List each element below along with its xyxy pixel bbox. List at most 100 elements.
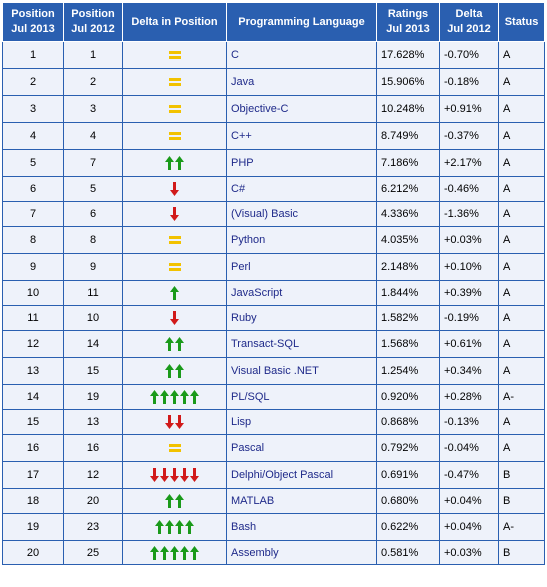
arrow-up-icon (165, 364, 174, 378)
cell-delta: +2.17% (439, 149, 499, 177)
cell-language-text[interactable]: Lisp (231, 416, 252, 428)
cell-status-text: A (503, 261, 511, 273)
arrow-down-icon (190, 468, 199, 482)
cell-position-2013: 16 (2, 434, 64, 462)
cell-position-2013-text: 12 (26, 338, 40, 350)
cell-position-2013-text: 17 (26, 469, 40, 481)
cell-position-2013-text: 20 (26, 546, 40, 559)
table-row: 1 1 C 17.628% -0.70% A (2, 41, 545, 69)
arrow-up-icon (175, 364, 184, 378)
cell-delta: -0.47% (439, 461, 499, 489)
cell-language: C (226, 41, 377, 69)
cell-delta-position (122, 122, 227, 150)
cell-position-2012: 13 (63, 409, 123, 435)
cell-rating-text: 6.212% (381, 183, 419, 195)
cell-language-text[interactable]: PL/SQL (231, 391, 270, 403)
header-row: Position Jul 2013 Position Jul 2012 Delt… (2, 2, 545, 42)
cell-position-2012-text: 7 (89, 157, 97, 169)
cell-language-text[interactable]: Java (231, 76, 255, 88)
arrow-down-icon (175, 415, 184, 429)
cell-rating: 10.248% (376, 95, 440, 123)
equal-icon (168, 444, 181, 453)
cell-delta: +0.03% (439, 540, 499, 565)
cell-position-2013-text: 16 (26, 442, 40, 454)
cell-rating: 0.920% (376, 384, 440, 410)
cell-delta-text: +0.04% (444, 521, 482, 533)
cell-language-text[interactable]: Objective-C (231, 103, 289, 115)
cell-language-text[interactable]: MATLAB (231, 495, 275, 507)
cell-rating: 1.568% (376, 330, 440, 358)
cell-position-2012-text: 1 (89, 49, 97, 61)
cell-delta: -0.18% (439, 68, 499, 96)
cell-language-text[interactable]: Bash (231, 521, 257, 533)
cell-position-2012-text: 12 (86, 469, 100, 481)
cell-language-text[interactable]: PHP (231, 157, 254, 169)
cell-delta-text: -0.47% (444, 469, 479, 481)
table-row: 2 2 Java 15.906% -0.18% A (2, 68, 545, 96)
cell-status: A (498, 330, 545, 358)
arrow-up-icon (165, 520, 174, 534)
cell-language-text[interactable]: (Visual) Basic (231, 208, 299, 220)
cell-status-text: B (503, 469, 511, 481)
table-row: 9 9 Perl 2.148% +0.10% A (2, 253, 545, 281)
cell-language-text[interactable]: Perl (231, 261, 251, 273)
cell-status-text: A (503, 338, 511, 350)
equal-icon (168, 263, 181, 272)
cell-position-2012: 7 (63, 149, 123, 177)
cell-rating-text: 4.336% (381, 208, 419, 220)
cell-delta-position (122, 95, 227, 123)
cell-rating: 15.906% (376, 68, 440, 96)
cell-language: Objective-C (226, 95, 377, 123)
tiobe-ranking-table: Position Jul 2013 Position Jul 2012 Delt… (2, 2, 545, 565)
cell-language-text[interactable]: JavaScript (231, 287, 283, 299)
header-delta: Delta Jul 2012 (439, 2, 499, 42)
table-row: 5 7 PHP 7.186% +2.17% A (2, 149, 545, 177)
cell-rating-text: 0.868% (381, 416, 419, 428)
arrow-up-icon (160, 545, 169, 560)
arrow-down-icon (160, 468, 169, 482)
cell-position-2013-text: 13 (26, 365, 40, 377)
cell-delta-text: +0.28% (444, 391, 482, 403)
header-position-2012-line2: Jul 2012 (71, 23, 115, 35)
cell-position-2013: 19 (2, 513, 64, 541)
cell-language: C++ (226, 122, 377, 150)
cell-language: Assembly (226, 540, 377, 565)
cell-status: A (498, 149, 545, 177)
arrow-up-icon (190, 545, 199, 560)
cell-status: A (498, 201, 545, 227)
cell-delta-position (122, 357, 227, 385)
cell-position-2012-text: 4 (89, 130, 97, 142)
arrow-up-icon (155, 520, 164, 534)
cell-delta-position (122, 409, 227, 435)
table-row: 17 12 Delphi/Object Pascal 0.691% -0.47% B (2, 461, 545, 489)
cell-language-text[interactable]: C++ (231, 130, 252, 142)
cell-language-text[interactable]: Ruby (231, 312, 257, 324)
arrow-up-icon (170, 545, 179, 560)
cell-language-text[interactable]: Delphi/Object Pascal (231, 469, 334, 481)
cell-language-text[interactable]: Transact-SQL (231, 338, 300, 350)
cell-delta: -0.46% (439, 176, 499, 202)
cell-language-text[interactable]: Python (231, 234, 266, 246)
cell-position-2012: 19 (63, 384, 123, 410)
cell-rating-text: 1.254% (381, 365, 419, 377)
arrow-down-icon (170, 468, 179, 482)
header-position-2013-line2: Jul 2013 (11, 23, 55, 35)
cell-position-2013: 2 (2, 68, 64, 96)
cell-delta: +0.61% (439, 330, 499, 358)
cell-delta-text: +0.34% (444, 365, 482, 377)
cell-delta-text: +0.61% (444, 338, 482, 350)
cell-language-text[interactable]: C (231, 49, 239, 61)
cell-position-2013: 8 (2, 226, 64, 254)
cell-position-2013-text: 14 (26, 391, 40, 403)
cell-language-text[interactable]: Pascal (231, 442, 265, 454)
cell-delta-position (122, 488, 227, 514)
cell-rating-text: 0.622% (381, 521, 419, 533)
cell-delta-position (122, 149, 227, 177)
table-row: 19 23 Bash 0.622% +0.04% A- (2, 513, 545, 541)
cell-language-text[interactable]: C# (231, 183, 246, 195)
cell-position-2013-text: 2 (29, 76, 37, 88)
cell-language-text[interactable]: Visual Basic .NET (231, 365, 319, 377)
arrow-up-icon (160, 390, 169, 404)
cell-language-text[interactable]: Assembly (231, 546, 279, 559)
